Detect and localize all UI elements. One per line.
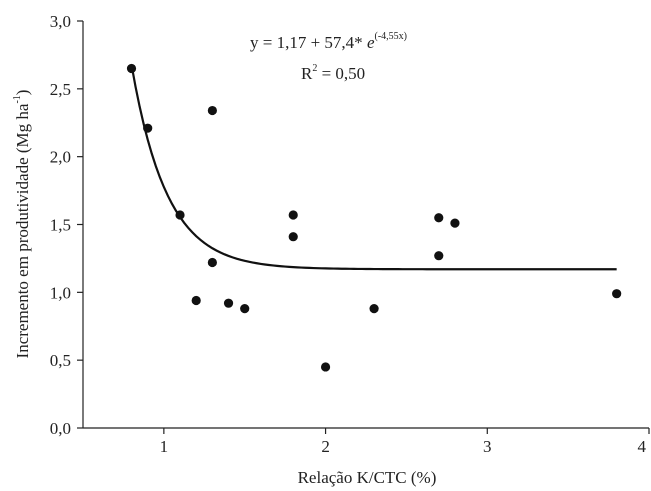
equation-prefix: y = 1,17 + 57,4* bbox=[250, 33, 367, 52]
y-tick-label: 0,5 bbox=[50, 351, 71, 370]
y-axis-title-close: ) bbox=[13, 90, 32, 96]
data-point bbox=[126, 63, 137, 74]
r2-label: R bbox=[301, 64, 313, 83]
data-point bbox=[175, 210, 185, 220]
regression-curve bbox=[130, 64, 617, 271]
y-axis-ticks: 0,0 0,5 1,0 1,5 2,0 2,5 3,0 bbox=[50, 12, 83, 438]
x-axis-title: Relação K/CTC (%) bbox=[298, 468, 437, 487]
x-tick-label: 4 bbox=[638, 437, 647, 456]
x-axis-ticks: 1 2 3 4 bbox=[160, 428, 650, 456]
data-point bbox=[207, 105, 217, 116]
y-tick-label: 1,0 bbox=[50, 283, 71, 302]
data-point bbox=[240, 304, 250, 314]
equation-label: y = 1,17 + 57,4* e(-4,55x) bbox=[250, 31, 407, 52]
y-tick-label: 2,5 bbox=[50, 80, 71, 99]
x-tick-label: 3 bbox=[483, 437, 492, 456]
data-point bbox=[191, 295, 201, 306]
y-tick-label: 1,5 bbox=[50, 216, 71, 235]
x-tick-label: 1 bbox=[160, 437, 169, 456]
data-point bbox=[434, 213, 444, 223]
y-axis-title: Incremento em produtividade (Mg ha-1) bbox=[12, 90, 32, 359]
r2-superscript: 2 bbox=[312, 63, 317, 74]
equation-exponent: (-4,55x) bbox=[374, 31, 407, 42]
data-point bbox=[434, 251, 444, 261]
data-point bbox=[143, 123, 153, 133]
y-tick-label: 2,0 bbox=[50, 148, 71, 167]
axes bbox=[82, 21, 649, 429]
data-point bbox=[320, 362, 331, 372]
data-point bbox=[288, 210, 298, 220]
y-axis-title-main: Incremento em produtividade (Mg ha bbox=[13, 103, 32, 358]
y-tick-label: 0,0 bbox=[50, 419, 71, 438]
data-point bbox=[223, 298, 234, 308]
y-axis-title-superscript: -1 bbox=[12, 95, 23, 103]
data-point bbox=[207, 257, 217, 268]
x-tick-label: 2 bbox=[321, 437, 330, 456]
data-point bbox=[369, 304, 379, 314]
r-squared-label: R2 = 0,50 bbox=[301, 63, 365, 83]
equation-base: e bbox=[367, 33, 375, 52]
data-points bbox=[126, 63, 622, 372]
data-point bbox=[450, 218, 460, 228]
y-tick-label: 3,0 bbox=[50, 12, 71, 31]
data-point bbox=[612, 289, 622, 299]
r2-value: = 0,50 bbox=[317, 64, 365, 83]
data-point bbox=[288, 232, 298, 242]
